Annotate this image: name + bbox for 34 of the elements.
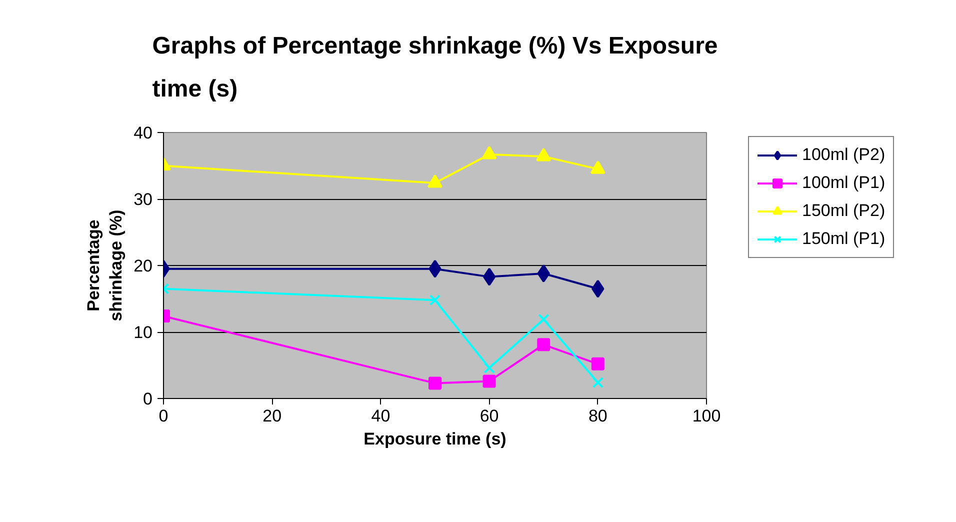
point bbox=[590, 160, 606, 174]
y-tick-label: 40 bbox=[134, 124, 153, 142]
y-tick-label: 10 bbox=[134, 323, 153, 342]
point bbox=[428, 376, 442, 390]
point bbox=[591, 357, 604, 370]
point bbox=[538, 314, 550, 325]
point bbox=[482, 268, 496, 286]
x-tick-label: 60 bbox=[480, 406, 499, 426]
y-axis-title: Percentage shrinkage (%) bbox=[84, 210, 126, 322]
x-axis-title: Exposure time (s) bbox=[364, 430, 506, 448]
point bbox=[537, 338, 550, 352]
point bbox=[536, 148, 552, 162]
point bbox=[592, 376, 604, 388]
x-tick-label: 40 bbox=[371, 406, 390, 426]
legend-label: 150ml (P1) bbox=[802, 229, 886, 249]
chart-title: Graphs of Percentage shrinkage (%) Vs Exposure time (s) bbox=[152, 32, 718, 102]
y-tick-label: 0 bbox=[143, 390, 153, 408]
point bbox=[484, 362, 495, 374]
x-tick-label: 80 bbox=[588, 406, 608, 426]
legend-label: 100ml (P1) bbox=[802, 173, 886, 193]
x-tick-label: 20 bbox=[262, 406, 282, 426]
legend-label: 100ml (P2) bbox=[802, 145, 886, 165]
point bbox=[537, 264, 550, 282]
x-tick-label: 100 bbox=[692, 406, 721, 426]
y-tick-label: 30 bbox=[134, 190, 153, 209]
point bbox=[482, 374, 496, 388]
legend-label: 150ml (P2) bbox=[802, 201, 886, 221]
x-tick-label: 0 bbox=[158, 406, 168, 426]
point bbox=[429, 294, 441, 306]
point bbox=[482, 146, 497, 160]
point bbox=[428, 174, 442, 188]
y-tick-label: 20 bbox=[134, 256, 153, 276]
point bbox=[592, 280, 604, 298]
point bbox=[428, 260, 442, 278]
